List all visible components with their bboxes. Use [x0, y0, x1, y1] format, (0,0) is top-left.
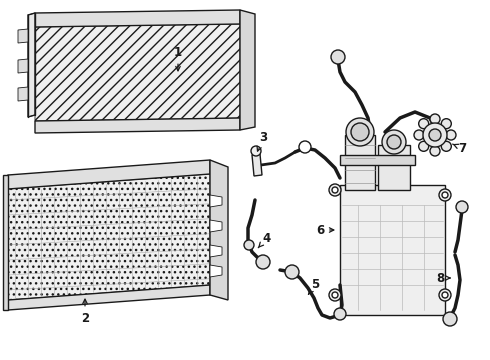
Polygon shape: [340, 185, 445, 315]
Circle shape: [423, 123, 447, 147]
Polygon shape: [8, 160, 210, 189]
Circle shape: [443, 312, 457, 326]
Circle shape: [346, 118, 374, 146]
Polygon shape: [378, 145, 410, 190]
Circle shape: [329, 184, 341, 196]
Circle shape: [441, 141, 451, 151]
Polygon shape: [210, 265, 222, 277]
Circle shape: [332, 187, 338, 193]
Text: 2: 2: [81, 299, 89, 324]
Polygon shape: [340, 155, 415, 165]
Circle shape: [285, 265, 299, 279]
Circle shape: [430, 146, 440, 156]
Polygon shape: [210, 245, 222, 257]
Circle shape: [442, 192, 448, 198]
Circle shape: [332, 292, 338, 298]
Polygon shape: [18, 29, 28, 43]
Circle shape: [382, 130, 406, 154]
Circle shape: [430, 114, 440, 124]
Circle shape: [331, 50, 345, 64]
Circle shape: [387, 135, 401, 149]
Polygon shape: [35, 24, 240, 121]
Circle shape: [441, 119, 451, 129]
Text: 8: 8: [436, 271, 450, 284]
Circle shape: [414, 130, 424, 140]
Polygon shape: [3, 175, 8, 310]
Circle shape: [442, 292, 448, 298]
Polygon shape: [8, 285, 210, 310]
Polygon shape: [240, 10, 255, 130]
Circle shape: [446, 130, 456, 140]
Polygon shape: [35, 118, 240, 133]
Circle shape: [418, 141, 429, 151]
Circle shape: [251, 146, 261, 156]
Circle shape: [429, 129, 441, 141]
Text: 7: 7: [453, 141, 466, 154]
Circle shape: [334, 308, 346, 320]
Text: 3: 3: [257, 131, 267, 151]
Text: 6: 6: [316, 224, 334, 237]
Polygon shape: [18, 87, 28, 101]
Circle shape: [329, 289, 341, 301]
Circle shape: [244, 240, 254, 250]
Circle shape: [299, 141, 311, 153]
Circle shape: [456, 201, 468, 213]
Circle shape: [439, 189, 451, 201]
Text: 1: 1: [174, 45, 182, 71]
Text: 4: 4: [258, 231, 271, 248]
Polygon shape: [345, 135, 375, 190]
Polygon shape: [18, 59, 28, 73]
Polygon shape: [35, 10, 240, 27]
Polygon shape: [252, 154, 262, 176]
Circle shape: [351, 123, 369, 141]
Circle shape: [439, 289, 451, 301]
Polygon shape: [210, 220, 222, 232]
Polygon shape: [8, 174, 210, 300]
Circle shape: [256, 255, 270, 269]
Text: 5: 5: [308, 279, 319, 294]
Circle shape: [418, 119, 429, 129]
Polygon shape: [210, 195, 222, 207]
Polygon shape: [210, 160, 228, 300]
Polygon shape: [28, 13, 35, 117]
